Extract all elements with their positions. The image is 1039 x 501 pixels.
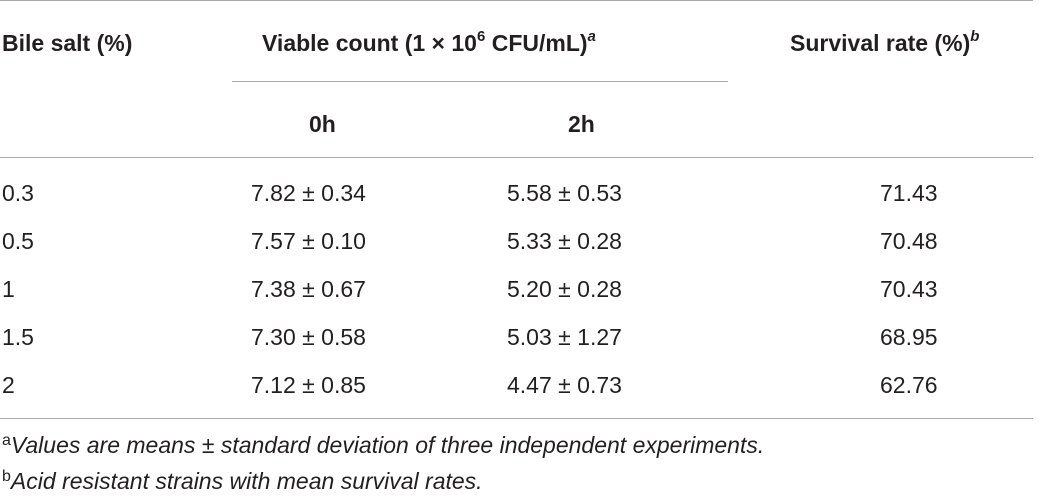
footnote-a-text: Values are means ± standard deviation of… — [10, 432, 765, 458]
cell-survival: 68.95 — [880, 324, 938, 350]
cell-count-2h: 5.33 ± 0.28 — [507, 228, 622, 254]
cell-survival: 62.76 — [880, 372, 938, 398]
cell-count-0h: 7.38 ± 0.67 — [251, 276, 366, 302]
footnote-b-text: Acid resistant strains with mean surviva… — [10, 468, 483, 494]
footnote-a-mark: a — [2, 432, 11, 449]
header-bile-salt: Bile salt (%) — [2, 30, 132, 57]
table-header-rule — [0, 157, 1033, 158]
cell-bile-salt: 1.5 — [2, 324, 34, 350]
cell-bile-salt: 0.5 — [2, 228, 34, 254]
table-bottom-rule — [0, 418, 1033, 419]
subheader-2h: 2h — [568, 111, 595, 137]
header-viable-count-suffix: CFU/mL) — [485, 30, 588, 56]
footnote-a: aValues are means ± standard deviation o… — [2, 432, 764, 459]
cell-count-0h: 7.30 ± 0.58 — [251, 324, 366, 350]
header-survival-rate-footnote-mark: b — [970, 28, 980, 45]
cell-count-2h: 5.58 ± 0.53 — [507, 180, 622, 206]
cell-survival: 70.43 — [880, 276, 938, 302]
cell-bile-salt: 0.3 — [2, 180, 34, 206]
header-viable-count-footnote-mark: a — [587, 28, 596, 45]
cell-survival: 70.48 — [880, 228, 938, 254]
header-survival-rate-label: Survival rate (%) — [790, 30, 971, 56]
cell-count-2h: 5.20 ± 0.28 — [507, 276, 622, 302]
subheader-0h: 0h — [309, 111, 336, 137]
header-bile-salt-label: Bile salt (%) — [2, 30, 133, 56]
cell-count-0h: 7.57 ± 0.10 — [251, 228, 366, 254]
header-viable-count: Viable count (1 × 106 CFU/mL)a — [262, 28, 596, 57]
footnote-b: bAcid resistant strains with mean surviv… — [2, 468, 483, 495]
footnote-b-mark: b — [2, 468, 11, 485]
cell-count-2h: 4.47 ± 0.73 — [507, 372, 622, 398]
cell-survival: 71.43 — [880, 180, 938, 206]
cell-count-0h: 7.82 ± 0.34 — [251, 180, 366, 206]
cell-count-0h: 7.12 ± 0.85 — [251, 372, 366, 398]
header-survival-rate: Survival rate (%)b — [790, 28, 980, 57]
cell-bile-salt: 2 — [2, 372, 15, 398]
table-top-rule — [0, 0, 1033, 1]
viable-count-subheader-rule — [232, 81, 728, 82]
cell-count-2h: 5.03 ± 1.27 — [507, 324, 622, 350]
header-viable-count-prefix: Viable count (1 × 10 — [262, 30, 477, 56]
header-viable-count-exponent: 6 — [476, 28, 486, 45]
cell-bile-salt: 1 — [2, 276, 15, 302]
